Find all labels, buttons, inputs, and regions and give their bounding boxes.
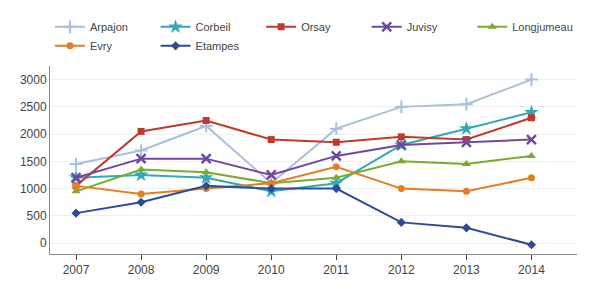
svg-text:Evry: Evry <box>90 40 113 52</box>
svg-text:2013: 2013 <box>453 263 480 277</box>
svg-text:Corbeil: Corbeil <box>196 21 231 33</box>
svg-text:2014: 2014 <box>518 263 545 277</box>
svg-text:Orsay: Orsay <box>301 21 331 33</box>
svg-text:2000: 2000 <box>20 127 47 141</box>
svg-text:3000: 3000 <box>20 73 47 87</box>
svg-text:2009: 2009 <box>193 263 220 277</box>
svg-text:2012: 2012 <box>388 263 415 277</box>
svg-text:Juvisy: Juvisy <box>407 21 438 33</box>
svg-text:1000: 1000 <box>20 182 47 196</box>
svg-text:2011: 2011 <box>323 263 349 277</box>
svg-text:0: 0 <box>40 236 47 250</box>
svg-text:1500: 1500 <box>20 155 47 169</box>
svg-text:2008: 2008 <box>128 263 155 277</box>
svg-text:500: 500 <box>27 209 47 223</box>
svg-text:Longjumeau: Longjumeau <box>512 21 573 33</box>
svg-text:2010: 2010 <box>258 263 285 277</box>
svg-text:2500: 2500 <box>20 100 47 114</box>
svg-text:Arpajon: Arpajon <box>90 21 128 33</box>
svg-text:Etampes: Etampes <box>196 40 240 52</box>
svg-text:2007: 2007 <box>63 263 90 277</box>
